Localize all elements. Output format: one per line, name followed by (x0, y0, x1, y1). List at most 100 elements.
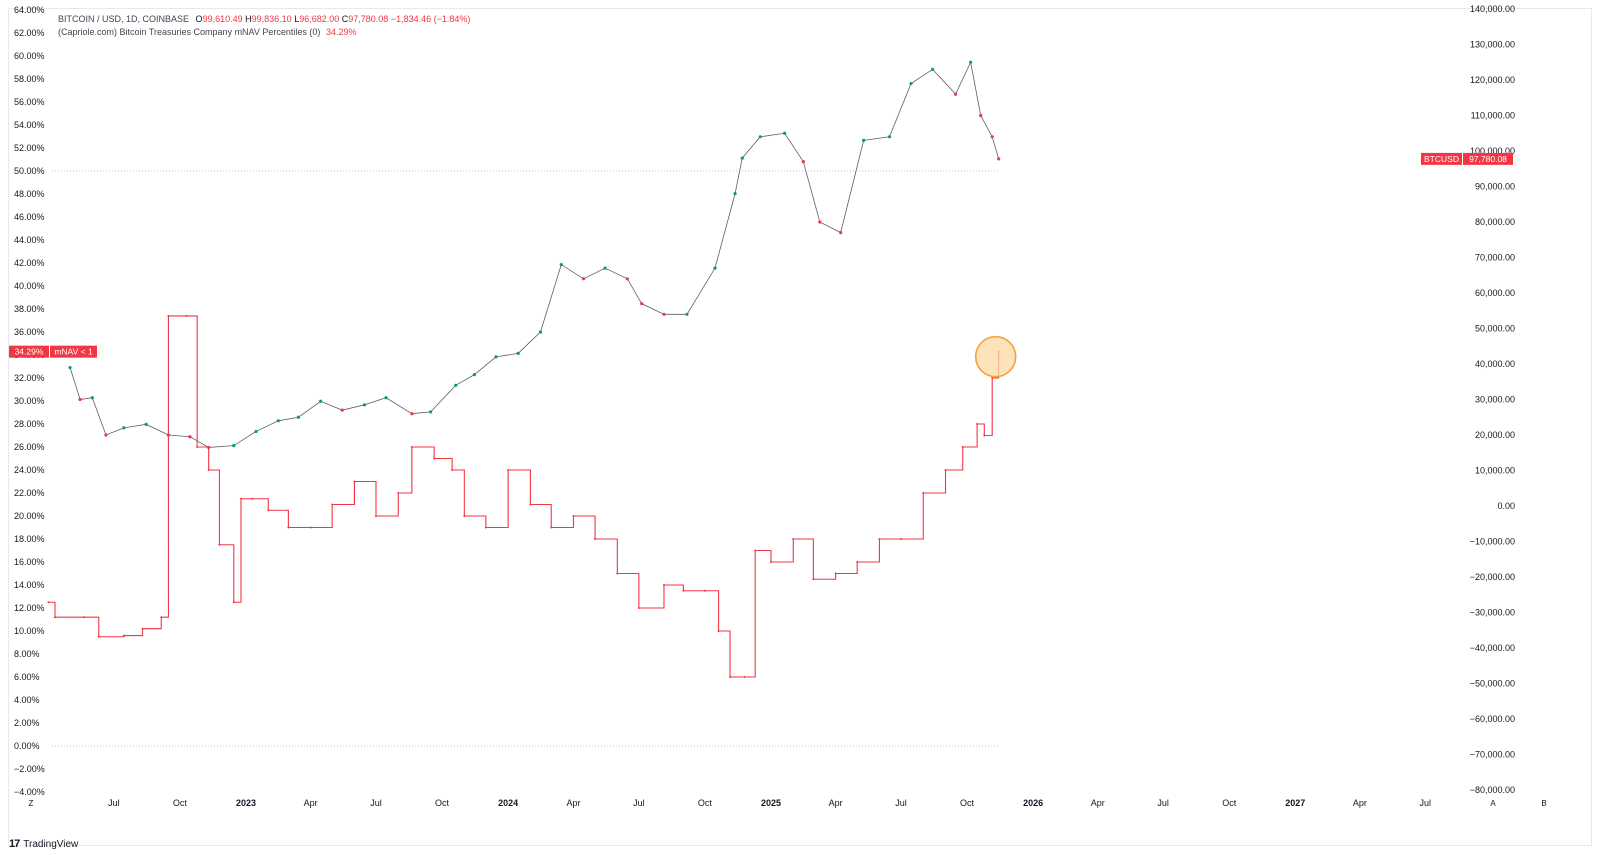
time-axis-tick: Jul (1420, 798, 1432, 808)
btc-price-point (340, 408, 344, 412)
mnav-point (185, 314, 188, 317)
change-value: −1,834.46 (−1.84%) (390, 14, 471, 24)
mnav-point (976, 423, 979, 425)
left-axis-tick: 22.00% (14, 488, 45, 498)
right-axis-tick: 130,000.00 (1470, 40, 1515, 50)
left-axis-tick: 40.00% (14, 281, 45, 291)
btc-price-point (713, 266, 717, 270)
right-axis-tick: 10,000.00 (1475, 466, 1515, 476)
btc-price-point (839, 231, 843, 235)
right-axis-tick: 80,000.00 (1475, 217, 1515, 227)
left-axis-tick: 18.00% (14, 534, 45, 544)
right-axis-tick: −20,000.00 (1470, 572, 1515, 582)
mnav-point (218, 543, 221, 546)
left-axis-tick: 62.00% (14, 28, 45, 38)
low-value: 96,682.00 (299, 14, 340, 24)
time-axis-tick: Jul (370, 798, 382, 808)
right-axis-tick: 50,000.00 (1475, 324, 1515, 334)
mnav-value-badge (9, 345, 49, 358)
left-axis: 64.00% 62.00% 60.00% 58.00% 56.00% 54.00% 52.0… (14, 5, 45, 797)
time-axis-tick: 2026 (1023, 798, 1043, 808)
mnav-point (754, 549, 757, 552)
right-axis-tick: −30,000.00 (1470, 608, 1515, 618)
annotations (974, 335, 1017, 378)
last-price-badge (1463, 152, 1513, 165)
mnav-point (594, 538, 597, 540)
btc-price-point (801, 160, 805, 164)
highlight-circle (974, 335, 1017, 378)
btc-price-point (640, 302, 644, 306)
symbol-legend[interactable]: BITCOIN / USD, 1D, COINBASE O99,610.49 H… (58, 14, 470, 24)
left-axis-tick: 26.00% (14, 442, 45, 452)
left-axis-tick: 60.00% (14, 51, 45, 61)
mnav-value-badge-text: 34.29% (15, 347, 44, 357)
right-axis-tick: 100,000.00 (1470, 146, 1515, 156)
time-axis-tick: Oct (960, 798, 975, 808)
btc-price-point (887, 135, 892, 139)
right-axis-tick: 140,000.00 (1470, 4, 1515, 14)
left-axis-tick: 30.00% (14, 396, 45, 406)
btc-price-point (68, 365, 72, 370)
btc-price-point (862, 138, 866, 142)
right-axis-tick: 70,000.00 (1475, 253, 1515, 263)
btc-price-point (188, 435, 192, 439)
time-axis-tick: Jul (1157, 798, 1169, 808)
btc-price-point (625, 277, 629, 281)
btc-price-point (581, 277, 586, 281)
time-axis-tick: Apr (1091, 798, 1105, 808)
mnav-point (267, 509, 270, 512)
left-axis-tick: 6.00% (14, 672, 40, 682)
btc-price-point (990, 135, 994, 139)
mnav-point (47, 601, 50, 604)
btc-price-point (428, 410, 433, 414)
mnav-point (207, 469, 210, 471)
mnav-point (463, 515, 466, 517)
tradingview-logo[interactable]: 17 TradingView (9, 838, 78, 850)
btc-price-point (516, 351, 520, 355)
high-label: H (245, 14, 252, 24)
mnav-point (397, 492, 400, 494)
symbol-title: BITCOIN / USD, 1D, COINBASE (58, 14, 190, 24)
scale-extra-button: B (1541, 799, 1546, 808)
indicator-legend[interactable]: (Capriole.com) Bitcoin Treasuries Compan… (58, 27, 356, 37)
mnav-point (82, 616, 85, 619)
mnav-point (410, 446, 413, 448)
chart-frame[interactable] (8, 8, 1592, 846)
mnav-point (451, 469, 454, 471)
mnav-point (682, 589, 685, 592)
mnav-point (834, 572, 837, 575)
btc-price-point (758, 135, 762, 139)
btc-price-point (538, 330, 543, 334)
zoom-reset-button: Z (29, 799, 34, 808)
low-label: L (294, 14, 300, 24)
time-axis-tick: Jul (633, 798, 645, 808)
mnav-point (374, 515, 377, 517)
open-value: 99,610.49 (202, 14, 243, 24)
time-axis-tick: Apr (304, 798, 318, 808)
time-axis-tick: Oct (173, 798, 188, 808)
left-axis-tick: 16.00% (14, 557, 45, 567)
mnav-point (792, 538, 795, 540)
btc-price-point (254, 429, 258, 434)
mnav-point (922, 492, 925, 494)
close-label: C (341, 14, 349, 24)
btc-price-point (454, 383, 458, 387)
mnav-point (53, 616, 56, 619)
left-axis-tick: −2.00% (14, 764, 45, 774)
btc-price-point (144, 422, 148, 426)
right-axis-tick: −50,000.00 (1470, 679, 1515, 689)
time-axis: Jul Oct 2023 Apr Jul Oct 2024 Apr Jul Oct 2025 Apr J… (29, 798, 1547, 808)
mnav-label-badge (50, 345, 97, 358)
btc-price-point (296, 415, 301, 419)
mnav-point (743, 676, 746, 678)
btc-price-point (104, 433, 108, 437)
time-axis-tick: Jul (108, 798, 120, 808)
mnav-point (637, 607, 640, 609)
btc-price-point (740, 156, 744, 160)
btc-price-point (909, 81, 913, 86)
mnav-point (122, 634, 125, 637)
mnav-point (961, 446, 964, 448)
time-axis-tick: Apr (566, 798, 580, 808)
time-axis-tick: Apr (1353, 798, 1367, 808)
